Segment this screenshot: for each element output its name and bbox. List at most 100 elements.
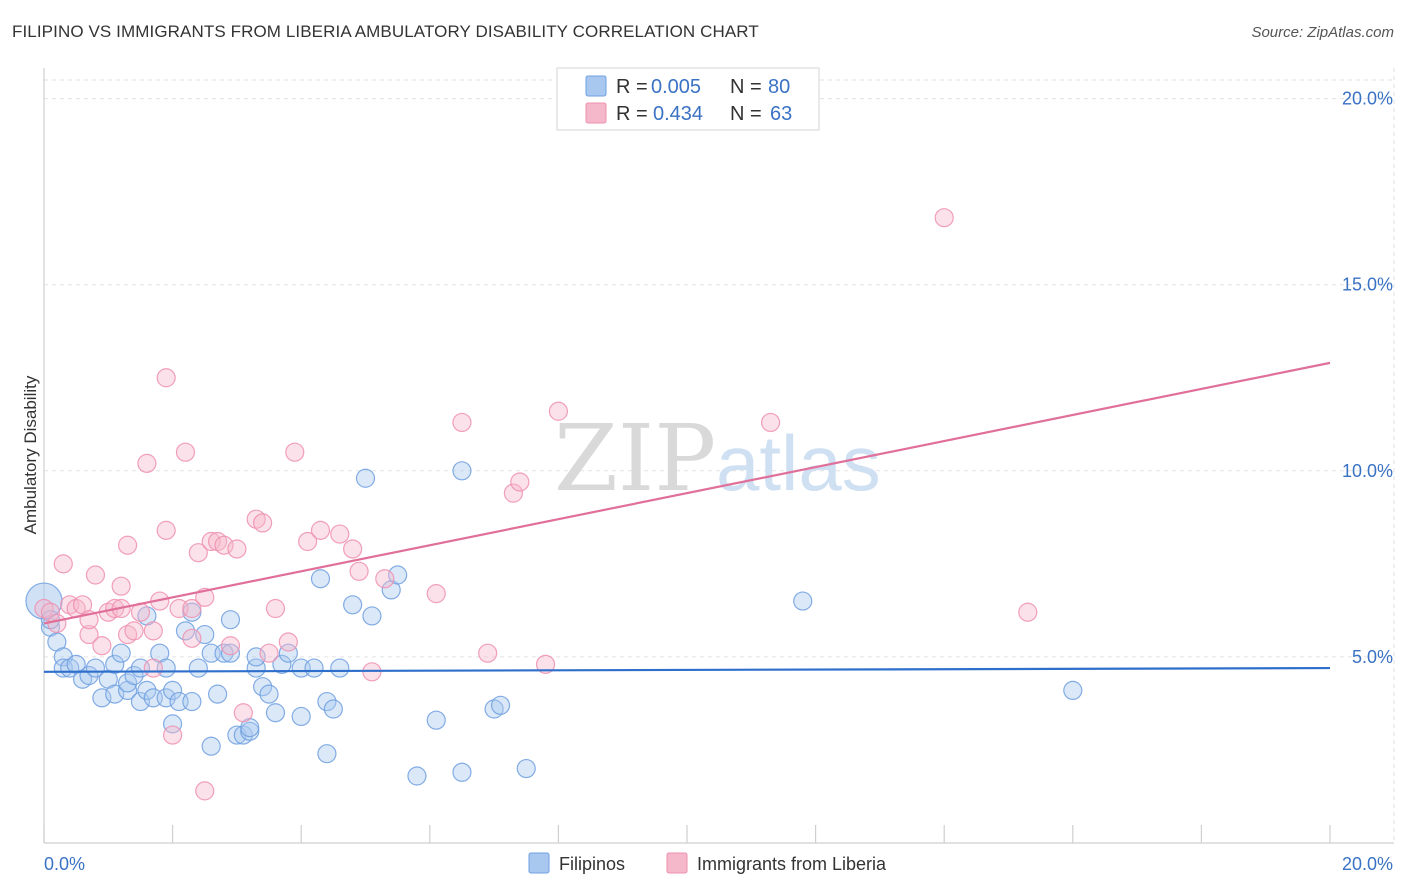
watermark: ZIP atlas bbox=[554, 405, 881, 512]
point-filipinos bbox=[246, 647, 266, 667]
point-liberia bbox=[143, 658, 163, 678]
point-filipinos bbox=[214, 643, 234, 663]
bottom-legend-swatch-liberia bbox=[666, 852, 688, 874]
point-liberia bbox=[111, 576, 131, 596]
x-tick-label: 20.0% bbox=[1342, 854, 1393, 874]
point-liberia bbox=[310, 520, 331, 540]
point-filipinos bbox=[105, 684, 125, 704]
y-tick-label: 5.0% bbox=[1352, 647, 1393, 667]
point-liberia bbox=[259, 643, 279, 663]
point-filipinos bbox=[105, 654, 125, 674]
point-liberia bbox=[278, 632, 298, 652]
point-liberia bbox=[156, 368, 176, 388]
point-liberia bbox=[760, 412, 781, 433]
point-filipinos bbox=[278, 643, 298, 663]
point-liberia bbox=[182, 628, 202, 648]
point-liberia bbox=[220, 636, 241, 656]
point-liberia bbox=[163, 725, 183, 745]
point-liberia bbox=[535, 654, 556, 674]
trend-line-liberia bbox=[43, 361, 1331, 625]
point-liberia bbox=[343, 539, 363, 559]
legend-n-label: N = bbox=[730, 103, 762, 125]
point-filipinos bbox=[265, 703, 286, 723]
x-tick-label: 0.0% bbox=[44, 854, 85, 874]
point-liberia bbox=[503, 483, 523, 503]
point-liberia bbox=[117, 535, 138, 555]
point-liberia bbox=[253, 513, 273, 533]
legend-r-label: R = bbox=[616, 76, 648, 98]
point-liberia bbox=[137, 453, 157, 473]
point-filipinos bbox=[208, 684, 228, 704]
y-tick-label: 15.0% bbox=[1342, 275, 1393, 295]
point-filipinos bbox=[317, 691, 337, 712]
point-liberia bbox=[233, 703, 253, 723]
point-filipinos bbox=[163, 714, 183, 734]
bottom-legend-swatch-filipinos bbox=[528, 852, 550, 874]
point-liberia bbox=[79, 624, 99, 645]
point-filipinos bbox=[317, 744, 337, 764]
source-credit: Source: ZipAtlas.com bbox=[1251, 24, 1394, 41]
point-liberia bbox=[47, 613, 67, 634]
point-liberia bbox=[143, 621, 163, 641]
point-liberia bbox=[53, 554, 73, 574]
point-liberia bbox=[452, 412, 472, 433]
point-liberia bbox=[201, 531, 221, 552]
axes bbox=[43, 68, 1394, 844]
legend-n-label: N = bbox=[730, 76, 762, 98]
point-filipinos bbox=[182, 691, 202, 712]
point-filipinos bbox=[272, 654, 292, 674]
point-filipinos bbox=[156, 688, 176, 708]
point-filipinos bbox=[220, 610, 241, 630]
point-filipinos bbox=[246, 658, 266, 678]
point-filipinos bbox=[452, 762, 472, 782]
point-filipinos bbox=[137, 680, 157, 701]
watermark-atlas: atlas bbox=[716, 419, 881, 507]
point-liberia bbox=[195, 781, 215, 801]
point-liberia bbox=[214, 535, 234, 555]
point-liberia bbox=[548, 401, 569, 421]
point-liberia bbox=[182, 598, 202, 619]
point-filipinos bbox=[426, 710, 446, 730]
legend-n-value: 63 bbox=[770, 103, 792, 125]
point-liberia bbox=[227, 539, 247, 559]
point-liberia bbox=[298, 531, 318, 552]
point-filipinos bbox=[291, 706, 311, 727]
point-filipinos bbox=[388, 565, 408, 585]
legend-r-label: R = bbox=[616, 103, 648, 125]
point-liberia bbox=[156, 520, 176, 540]
point-filipinos bbox=[163, 680, 183, 701]
point-liberia bbox=[175, 442, 196, 462]
trend-line-filipinos bbox=[43, 666, 1331, 673]
point-liberia bbox=[188, 543, 208, 563]
legend-r-value: 0.434 bbox=[653, 103, 703, 125]
point-filipinos bbox=[362, 606, 382, 626]
point-filipinos bbox=[92, 688, 112, 708]
point-filipinos bbox=[343, 595, 363, 615]
point-filipinos bbox=[407, 766, 427, 786]
chart-title: FILIPINO VS IMMIGRANTS FROM LIBERIA AMBU… bbox=[12, 22, 759, 41]
point-filipinos bbox=[490, 695, 511, 715]
point-filipinos bbox=[201, 736, 221, 756]
bottom-legend-filipinos: Filipinos bbox=[559, 854, 625, 874]
legend-r-value: 0.005 bbox=[651, 76, 701, 98]
point-liberia bbox=[426, 584, 446, 604]
point-liberia bbox=[265, 598, 286, 619]
point-filipinos bbox=[452, 461, 472, 481]
point-filipinos bbox=[130, 691, 151, 712]
y-tick-labels: 5.0% 10.0% 15.0% 20.0% bbox=[1342, 89, 1393, 667]
top-legend: R = 0.005 N = 80 R = 0.434 N = 63 bbox=[556, 67, 820, 131]
point-liberia bbox=[510, 472, 530, 492]
point-filipinos bbox=[516, 758, 536, 779]
point-filipinos bbox=[220, 643, 241, 663]
legend-n-value: 80 bbox=[768, 76, 790, 98]
point-liberia bbox=[124, 621, 144, 641]
point-liberia bbox=[375, 569, 395, 589]
point-filipinos bbox=[188, 658, 208, 678]
point-filipinos bbox=[793, 591, 813, 611]
bottom-legend-liberia: Immigrants from Liberia bbox=[697, 854, 887, 874]
point-filipinos bbox=[323, 699, 343, 719]
point-liberia bbox=[92, 636, 112, 656]
point-filipinos bbox=[259, 684, 279, 704]
point-liberia bbox=[934, 208, 954, 228]
